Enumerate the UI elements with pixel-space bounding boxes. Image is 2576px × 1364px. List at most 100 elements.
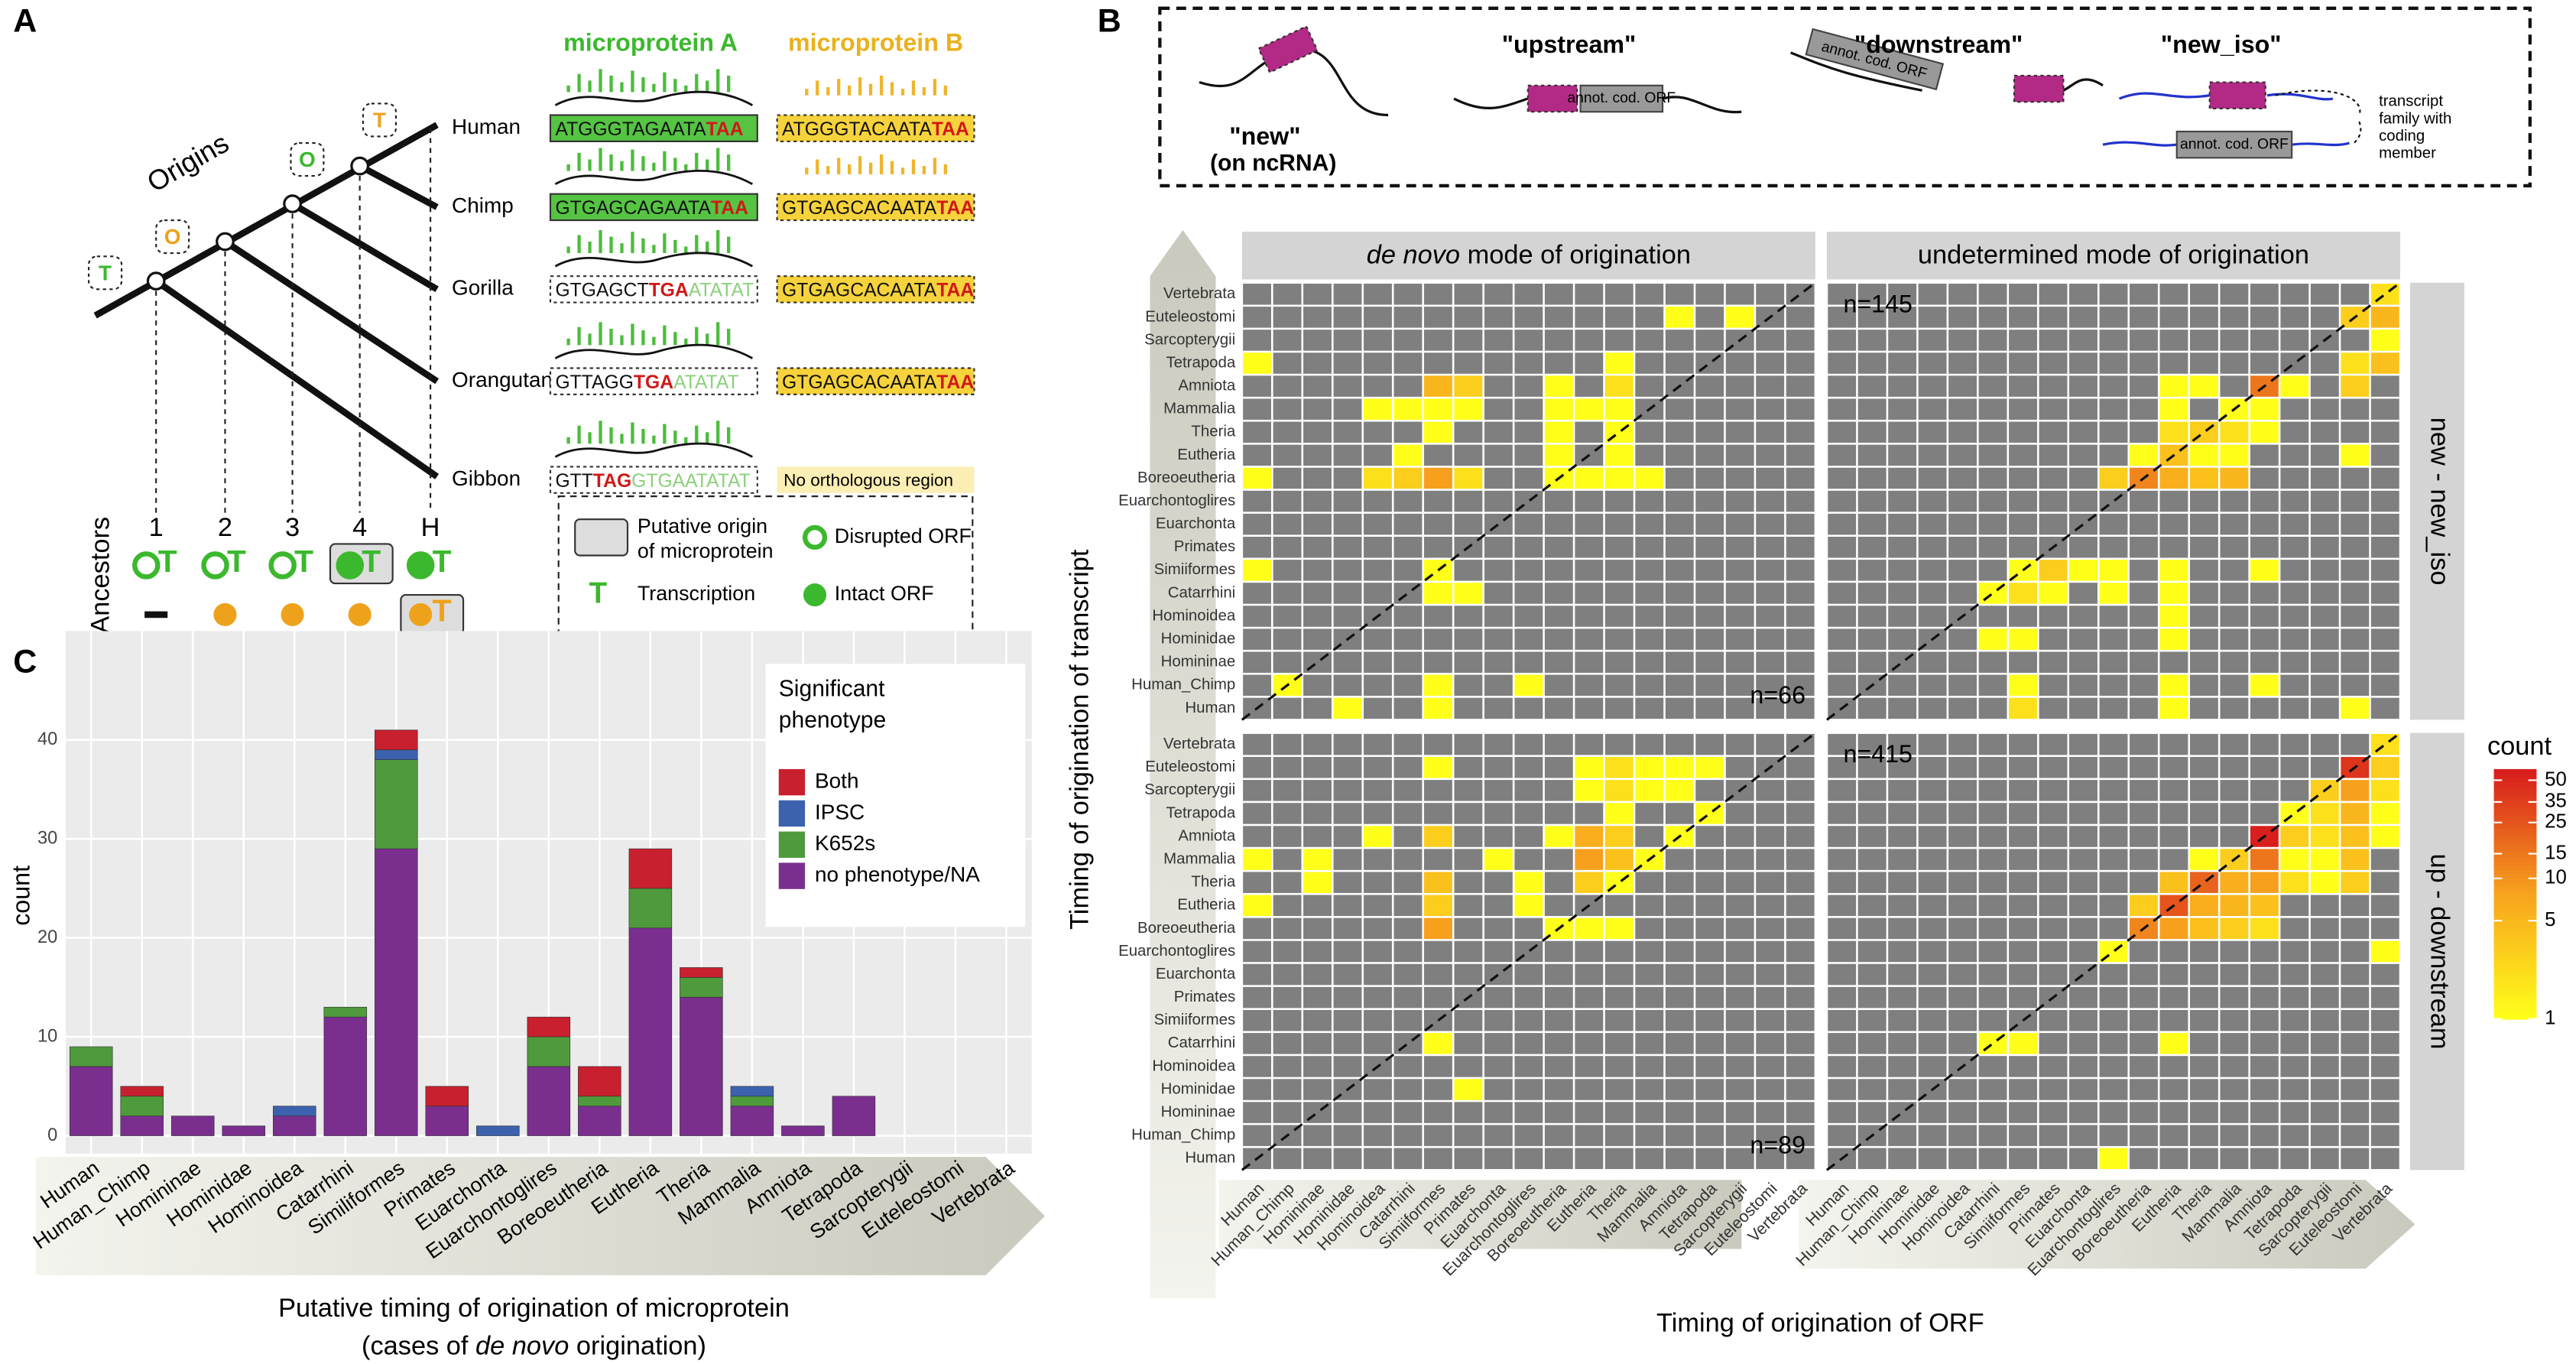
heat-cell xyxy=(2250,307,2279,328)
colorbar-label: 5 xyxy=(2545,909,2555,930)
ribo-peak xyxy=(890,82,894,96)
heat-cell xyxy=(1273,307,1302,328)
heat-cell xyxy=(2189,330,2218,351)
heat-cell xyxy=(1918,651,1947,673)
ribo-peak xyxy=(599,421,602,444)
y-tick-label: Human xyxy=(1185,700,1235,716)
heat-cell xyxy=(2009,444,2038,466)
heat-cell xyxy=(1273,284,1302,305)
colorbar-step xyxy=(2493,836,2537,841)
heat-cell xyxy=(1364,963,1392,986)
heat-cell xyxy=(1604,560,1634,581)
heat-cell xyxy=(2069,375,2097,397)
ribo-peak xyxy=(727,328,731,346)
heat-cell xyxy=(1828,1102,1857,1123)
heat-cell xyxy=(2250,986,2279,1008)
heat-cell xyxy=(2130,284,2158,305)
heat-cell xyxy=(1333,986,1362,1008)
ribo-peak xyxy=(716,229,720,254)
ribo-peak xyxy=(848,164,852,174)
ribo-peak xyxy=(826,166,830,174)
orf-b xyxy=(409,602,433,626)
heat-cell xyxy=(2130,560,2158,581)
heat-cell xyxy=(1575,651,1604,673)
heat-cell xyxy=(1544,1079,1573,1100)
y-tick-label: 10 xyxy=(37,1026,57,1046)
heat-cell xyxy=(2370,1033,2399,1054)
heat-cell xyxy=(1303,1079,1332,1100)
schematic-subtitle: (on ncRNA) xyxy=(1210,151,1336,176)
heat-cell xyxy=(1484,1148,1513,1170)
heat-cell xyxy=(2159,583,2188,604)
heat-cell xyxy=(2250,733,2279,755)
y-tick-label: Euteleostomi xyxy=(1145,758,1235,775)
heat-cell xyxy=(2039,1079,2068,1100)
heat-cell xyxy=(1393,467,1423,489)
sequence-part: GTGAGCACAATA xyxy=(782,198,937,219)
heat-cell xyxy=(1756,1033,1785,1054)
heat-cell xyxy=(1575,826,1604,847)
heat-cell xyxy=(1857,651,1887,673)
transcription-t: T xyxy=(433,593,452,628)
heat-cell xyxy=(2370,940,2399,963)
heat-cell xyxy=(1243,826,1272,847)
heat-cell xyxy=(1454,628,1483,650)
heat-cell xyxy=(1544,780,1573,801)
heat-cell xyxy=(1695,628,1724,650)
heat-cell xyxy=(1364,1148,1392,1170)
heat-cell xyxy=(1695,963,1724,986)
heat-cell xyxy=(1423,1056,1452,1077)
heat-cell xyxy=(2189,606,2218,627)
colorbar-step xyxy=(2493,768,2537,775)
heat-cell xyxy=(1948,757,1977,778)
heat-cell xyxy=(2009,895,2038,917)
heat-cell xyxy=(1948,537,1977,558)
heat-cell xyxy=(2039,375,2068,397)
bar-segment xyxy=(120,1086,164,1097)
heat-cell xyxy=(1393,606,1423,627)
heat-cell xyxy=(2159,733,2188,755)
ribo-peak xyxy=(706,242,709,254)
heat-cell xyxy=(2250,513,2279,535)
heat-cell xyxy=(2099,917,2128,940)
heat-cell xyxy=(1575,490,1604,512)
heat-cell xyxy=(2310,757,2339,778)
heat-cell xyxy=(2009,628,2038,650)
ancestor-label: 3 xyxy=(285,513,300,542)
heat-cell xyxy=(1243,560,1272,581)
heat-cell xyxy=(2099,826,2128,847)
heat-cell xyxy=(1948,398,1977,420)
heat-cell xyxy=(1635,780,1664,801)
heat-cell xyxy=(2159,421,2188,443)
heat-cell xyxy=(1484,583,1513,604)
heat-cell xyxy=(1303,1148,1332,1170)
bar-segment xyxy=(628,927,673,1136)
ribo-peak xyxy=(620,434,624,444)
heat-cell xyxy=(1514,986,1543,1008)
heat-cell xyxy=(2159,628,2188,650)
heat-cell xyxy=(2280,780,2309,801)
y-tick-label: Tetrapoda xyxy=(1166,354,1235,371)
heat-cell xyxy=(2250,780,2279,801)
heat-cell xyxy=(1948,330,1977,351)
heat-cell xyxy=(1786,826,1815,847)
heat-cell xyxy=(1635,917,1664,940)
heat-cell xyxy=(1786,583,1815,604)
heat-cell xyxy=(1695,757,1724,778)
heat-cell xyxy=(1393,780,1423,801)
absent xyxy=(144,611,168,619)
heat-cell xyxy=(1888,583,1917,604)
heat-cell xyxy=(1303,1056,1332,1077)
heat-cell xyxy=(1665,330,1694,351)
heat-cell xyxy=(1484,986,1513,1008)
badge xyxy=(290,141,325,177)
heat-cell xyxy=(1725,606,1754,627)
heat-cell xyxy=(1393,490,1423,512)
heat-cell xyxy=(1423,398,1452,420)
colorbar-step xyxy=(2493,973,2537,979)
heat-cell xyxy=(1514,826,1543,847)
y-tick-label: Hominoidea xyxy=(1152,607,1236,624)
heat-cell xyxy=(1303,307,1332,328)
heat-cell xyxy=(2069,537,2097,558)
heat-cell xyxy=(1635,1056,1664,1077)
